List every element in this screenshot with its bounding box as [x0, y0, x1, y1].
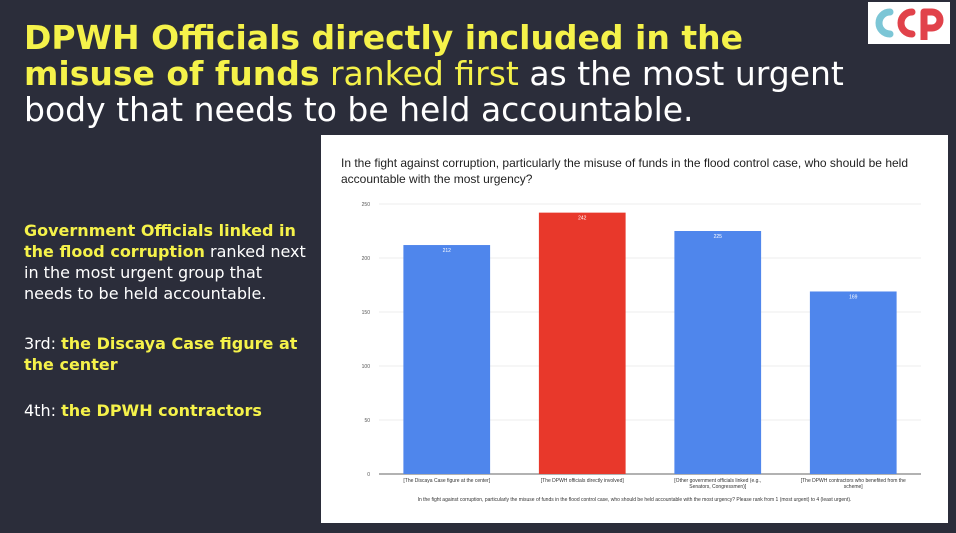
side-note-fourth-prefix: 4th: — [24, 401, 62, 420]
x-tick-label-1: [The DPWH officials directly involved] — [541, 478, 625, 484]
x-tick-label-2: [Other government officials linked (e.g.… — [674, 478, 761, 490]
headline-highlight: DPWH Officials directly included in the … — [24, 18, 743, 93]
side-note-third: 3rd: the Discaya Case figure at the cent… — [24, 333, 314, 375]
bar-0 — [403, 245, 491, 474]
y-tick-label-3: 150 — [362, 310, 371, 316]
x-tick-label-0: [The Discaya Case figure at the center] — [403, 478, 490, 484]
y-tick-label-0: 0 — [367, 472, 370, 478]
y-tick-label-1: 50 — [364, 418, 370, 424]
headline: DPWH Officials directly included in the … — [24, 20, 844, 128]
side-note-third-prefix: 3rd: — [24, 334, 62, 353]
side-note-fourth: 4th: the DPWH contractors — [24, 400, 314, 421]
y-tick-label-5: 250 — [362, 202, 371, 208]
chart-title: In the fight against corruption, particu… — [341, 156, 908, 186]
side-note-second-bold: Government Officials linked in the flood… — [24, 221, 296, 261]
y-tick-label-4: 200 — [362, 256, 371, 262]
x-axis-caption: In the fight against corruption, particu… — [417, 497, 852, 503]
data-label-2: 225 — [714, 234, 723, 240]
chart-card: In the fight against corruption, particu… — [321, 135, 948, 523]
headline-rest: as the most urgent body that needs to be… — [24, 54, 844, 129]
y-tick-label-2: 100 — [362, 364, 371, 370]
bar-1 — [538, 212, 626, 474]
data-label-3: 169 — [849, 294, 858, 300]
side-note-third-value: the Discaya Case figure at the center — [24, 334, 298, 374]
side-note-second-rest: ranked next in the most urgent group tha… — [24, 242, 306, 303]
data-label-1: 242 — [578, 216, 587, 222]
brand-logo — [868, 2, 950, 44]
logo-icon — [875, 8, 944, 40]
bar-3 — [809, 291, 897, 474]
side-note-second: Government Officials linked in the flood… — [24, 220, 314, 304]
data-label-0: 212 — [443, 248, 452, 254]
side-note-fourth-value: the DPWH contractors — [61, 401, 262, 420]
x-tick-label-3: [The DPWH contractors who benefited from… — [801, 478, 906, 490]
headline-ranked-first: ranked first — [319, 54, 519, 93]
bar-2 — [674, 231, 762, 474]
bar-chart: 0 50 100 150 200 250 212 [The Discaya Case figu… — [362, 202, 921, 490]
